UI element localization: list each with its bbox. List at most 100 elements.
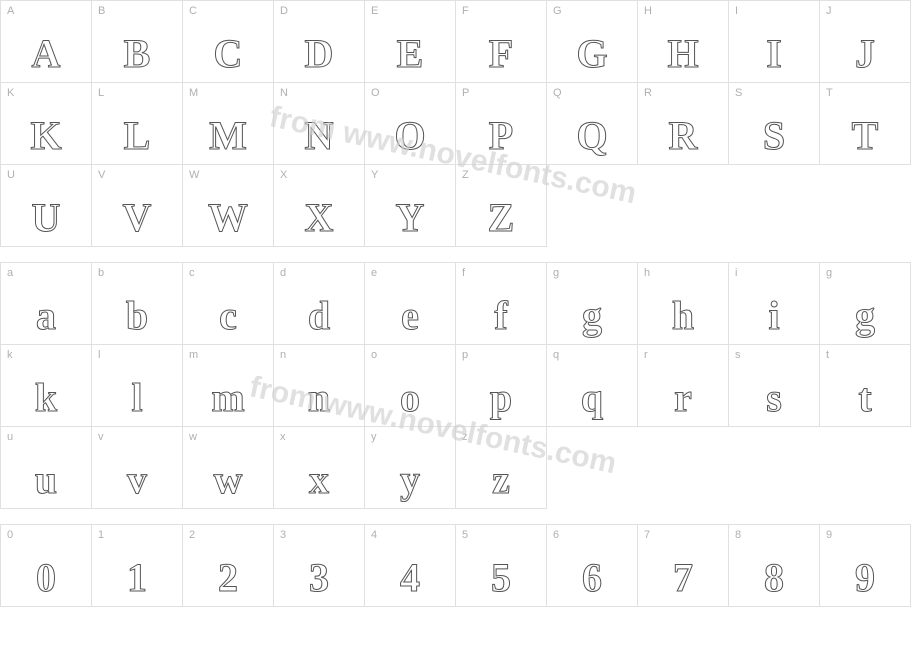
glyph-cell: OO [364, 82, 456, 165]
cell-label: S [735, 87, 742, 99]
glyph-sample: k [35, 378, 57, 418]
glyph-sample: E [397, 34, 424, 74]
cell-label: U [7, 169, 15, 181]
glyph-cell: 11 [91, 524, 183, 607]
glyph-sample: 4 [400, 558, 420, 598]
cell-label: R [644, 87, 652, 99]
glyph-cell: dd [273, 262, 365, 345]
cell-label: 4 [371, 529, 377, 541]
glyph-cell: mm [182, 344, 274, 427]
glyph-sample: u [35, 460, 57, 500]
cell-label: J [826, 5, 832, 17]
glyph-sample: D [305, 34, 334, 74]
glyph-sample: s [766, 378, 782, 418]
glyph-cell: YY [364, 164, 456, 247]
glyph-cell: 55 [455, 524, 547, 607]
cell-label: 9 [826, 529, 832, 541]
cell-label: h [644, 267, 650, 279]
glyph-cell: 99 [819, 524, 911, 607]
cell-label: i [735, 267, 737, 279]
glyph-cell: 44 [364, 524, 456, 607]
glyph-cell: gg [819, 262, 911, 345]
glyph-cell: HH [637, 0, 729, 83]
glyph-sample: F [489, 34, 513, 74]
cell-label: m [189, 349, 198, 361]
glyph-sample: U [32, 198, 61, 238]
glyph-sample: 5 [491, 558, 511, 598]
cell-label: f [462, 267, 465, 279]
cell-label: I [735, 5, 738, 17]
cell-label: a [7, 267, 13, 279]
cell-label: X [280, 169, 287, 181]
glyph-cell: 66 [546, 524, 638, 607]
glyph-cell: xx [273, 426, 365, 509]
glyph-sample: r [674, 378, 692, 418]
glyph-sample: h [672, 296, 694, 336]
glyph-cell: kk [0, 344, 92, 427]
cell-label: g [553, 267, 559, 279]
glyph-sample: n [308, 378, 330, 418]
glyph-cell: 00 [0, 524, 92, 607]
cell-label: 5 [462, 529, 468, 541]
glyph-sample: a [36, 296, 56, 336]
glyph-cell: 77 [637, 524, 729, 607]
glyph-cell: oo [364, 344, 456, 427]
glyph-sample: A [32, 34, 61, 74]
glyph-sample: Q [576, 116, 607, 156]
glyph-sample: N [305, 116, 334, 156]
glyph-cell: XX [273, 164, 365, 247]
cell-label: A [7, 5, 14, 17]
cell-label: L [98, 87, 104, 99]
glyph-sample: d [308, 296, 330, 336]
glyph-cell: bb [91, 262, 183, 345]
cell-label: D [280, 5, 288, 17]
glyph-sample: c [219, 296, 237, 336]
cell-label: C [189, 5, 197, 17]
glyph-cell: tt [819, 344, 911, 427]
glyph-cell: gg [546, 262, 638, 345]
cell-label: e [371, 267, 377, 279]
glyph-cell: ll [91, 344, 183, 427]
cell-label: 0 [7, 529, 13, 541]
glyph-cell: PP [455, 82, 547, 165]
cell-label: d [280, 267, 286, 279]
glyph-cell: qq [546, 344, 638, 427]
font-character-map: AABBCCDDEEFFGGHHIIJJKKLLMMNNOOPPQQRRSSTT… [0, 0, 911, 668]
glyph-sample: K [30, 116, 61, 156]
cell-label: 6 [553, 529, 559, 541]
cell-label: H [644, 5, 652, 17]
glyph-sample: m [211, 378, 244, 418]
glyph-cell: nn [273, 344, 365, 427]
cell-label: w [189, 431, 197, 443]
cell-label: t [826, 349, 829, 361]
glyph-sample: w [214, 460, 243, 500]
glyph-sample: Z [488, 198, 515, 238]
glyph-sample: z [492, 460, 510, 500]
glyph-sample: t [858, 378, 871, 418]
glyph-sample: b [126, 296, 148, 336]
glyph-cell: LL [91, 82, 183, 165]
glyph-sample: 7 [673, 558, 693, 598]
glyph-sample: v [127, 460, 147, 500]
glyph-sample: L [124, 116, 151, 156]
glyph-cell: TT [819, 82, 911, 165]
glyph-cell: ii [728, 262, 820, 345]
glyph-sample: R [669, 116, 698, 156]
glyph-cell: FF [455, 0, 547, 83]
cell-label: x [280, 431, 286, 443]
glyph-sample: B [124, 34, 151, 74]
glyph-cell: CC [182, 0, 274, 83]
glyph-sample: q [581, 378, 603, 418]
glyph-sample: 1 [127, 558, 147, 598]
glyph-sample: S [763, 116, 785, 156]
cell-label: P [462, 87, 469, 99]
cell-label: W [189, 169, 199, 181]
glyph-cell: 22 [182, 524, 274, 607]
glyph-sample: W [208, 198, 248, 238]
cell-label: b [98, 267, 104, 279]
cell-label: K [7, 87, 14, 99]
glyph-cell: VV [91, 164, 183, 247]
cell-label: o [371, 349, 377, 361]
cell-label: O [371, 87, 380, 99]
cell-label: z [462, 431, 468, 443]
